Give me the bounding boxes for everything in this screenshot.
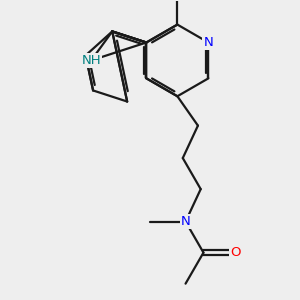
- Text: NH: NH: [81, 54, 101, 67]
- Text: O: O: [230, 246, 241, 259]
- Text: N: N: [203, 36, 213, 49]
- Text: N: N: [181, 215, 190, 228]
